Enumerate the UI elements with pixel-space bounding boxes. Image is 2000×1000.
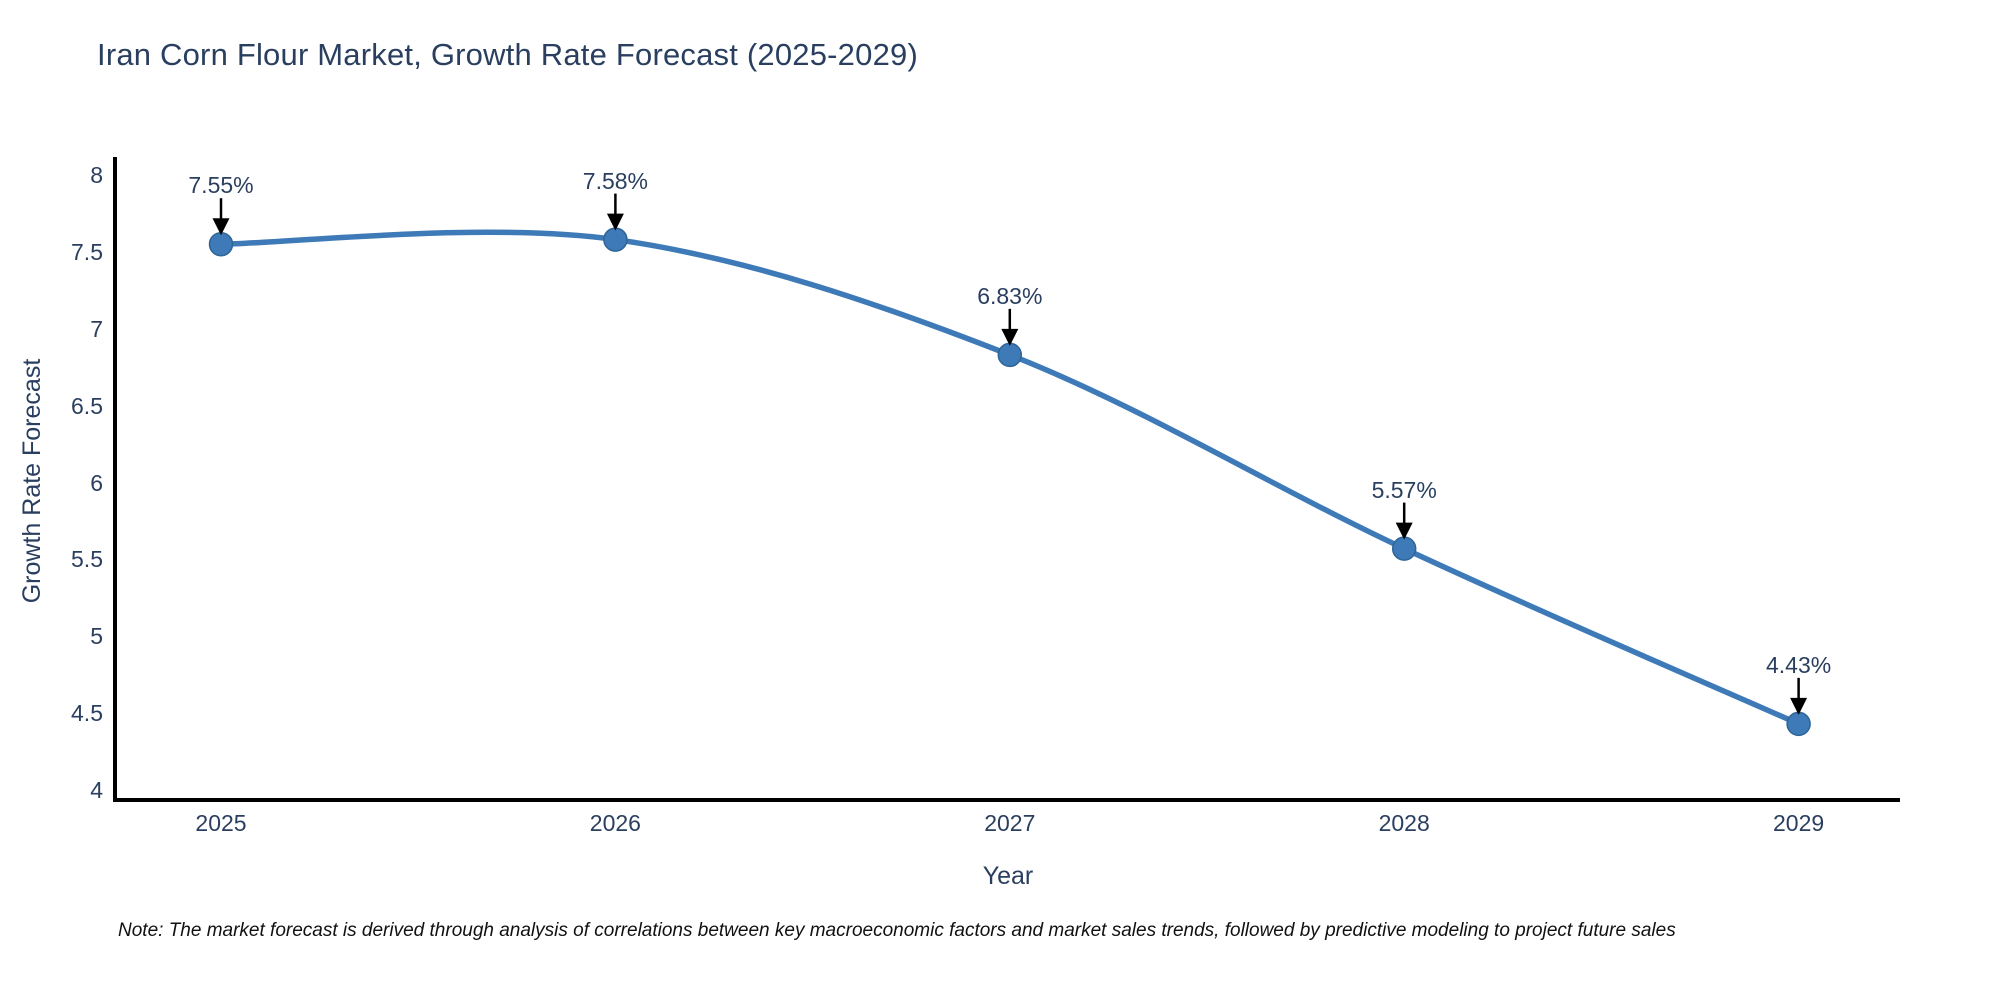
x-tick-label: 2026 — [589, 810, 641, 836]
data-point-marker — [1391, 536, 1417, 561]
x-axis-title: Year — [982, 862, 1034, 890]
x-tick-label: 2028 — [1378, 810, 1430, 836]
x-tick-label: 2027 — [984, 810, 1036, 836]
data-point-value-label: 4.43% — [1765, 651, 1832, 678]
y-tick-label: 8 — [90, 162, 103, 188]
annotation-arrowhead-icon — [1395, 522, 1413, 540]
y-tick-label: 7.5 — [71, 238, 103, 265]
y-tick-label: 6.5 — [71, 392, 103, 419]
data-point-marker — [1786, 711, 1811, 737]
x-tick-label: 2025 — [195, 810, 247, 836]
y-tick-label: 4.5 — [71, 700, 103, 727]
annotation-arrowhead-icon — [606, 213, 624, 231]
y-tick-label: 6 — [90, 469, 103, 496]
data-point-value-label: 7.55% — [188, 172, 254, 199]
x-tick-label: 2029 — [1773, 810, 1825, 836]
annotation-arrowhead-icon — [1001, 328, 1019, 346]
data-point-marker — [208, 231, 234, 257]
data-point-value-label: 7.58% — [582, 167, 648, 194]
chart-title: Iran Corn Flour Market, Growth Rate Fore… — [97, 37, 918, 72]
data-point-value-label: 5.57% — [1371, 476, 1437, 503]
y-tick-label: 5.5 — [71, 546, 103, 573]
annotation-arrowhead-icon — [1790, 697, 1808, 715]
y-tick-label: 5 — [90, 623, 103, 650]
data-point-marker — [997, 342, 1023, 368]
annotation-arrowhead-icon — [212, 218, 230, 236]
note-text: Note: The market forecast is derived thr… — [118, 920, 1676, 941]
data-point-value-label: 6.83% — [977, 282, 1043, 309]
y-tick-label: 7 — [90, 315, 103, 342]
y-tick-label: 4 — [90, 777, 103, 803]
data-point-marker — [603, 227, 628, 252]
y-axis-title: Growth Rate Forecast — [18, 358, 46, 604]
